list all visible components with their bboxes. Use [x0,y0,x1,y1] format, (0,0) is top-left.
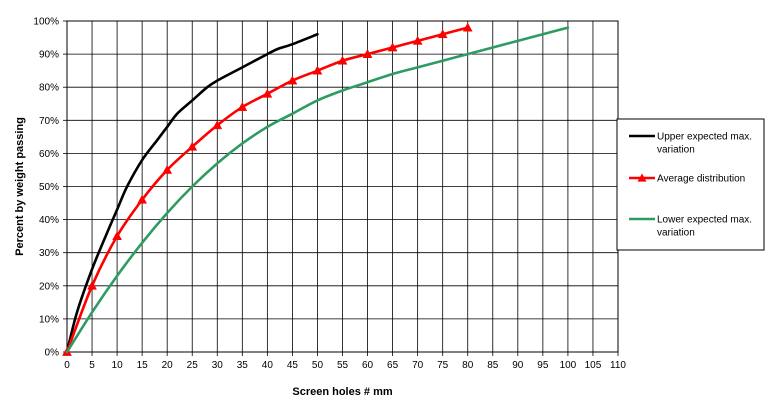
y-tick-label: 20% [39,281,59,292]
x-tick-label: 110 [610,360,626,371]
x-tick-label: 50 [312,360,324,371]
x-tick-label: 80 [462,360,474,371]
x-axis-title: Screen holes # mm [292,386,392,398]
grid [63,20,619,356]
series-marker-2 [112,231,123,240]
series-marker-2 [387,42,398,52]
legend-box [616,118,765,251]
x-tick-label: 20 [162,360,174,371]
legend-marker-2 [637,173,647,182]
series-marker-2 [137,194,148,204]
legend-label-3: Lower expected max. variation [657,215,752,239]
series-marker-2 [287,75,298,85]
x-tick-label: 85 [487,360,499,371]
series-marker-2 [337,55,348,65]
y-tick-label: 40% [39,215,59,226]
series-marker-2 [462,22,473,32]
x-tick-label: 100 [560,360,577,371]
x-tick-label: 105 [585,360,602,371]
y-tick-label: 100% [33,17,59,28]
series-marker-2 [162,164,173,174]
x-tick-label: 95 [537,360,549,371]
series-marker-2 [362,49,373,58]
x-tick-label: 40 [262,360,274,371]
series-line-3 [65,26,570,354]
x-tick-label: 90 [512,360,524,371]
x-tick-label: 0 [64,360,70,371]
series-marker-2 [212,120,223,130]
series-marker-2 [187,141,198,151]
x-tick-label: 70 [412,360,424,371]
x-tick-label: 75 [437,360,449,371]
y-tick-label: 50% [39,182,59,193]
x-tick-label: 25 [187,360,199,371]
x-tick-label: 5 [89,360,95,371]
y-tick-label: 10% [39,314,59,325]
series-marker-2 [312,65,323,75]
y-tick-label: 0% [45,348,60,359]
series-marker-2 [262,88,273,98]
x-tick-label: 15 [137,360,149,371]
x-tick-label: 60 [362,360,374,371]
y-tick-label: 90% [39,50,59,61]
series-marker-2 [87,280,97,290]
y-tick-label: 80% [39,83,59,94]
x-tick-label: 55 [337,360,349,371]
x-tick-label: 30 [212,360,224,371]
legend-label-1: Upper expected max. variation [657,132,752,156]
series-marker-2 [412,35,423,45]
series-group [62,22,570,356]
y-tick-label: 60% [39,149,59,160]
y-axis-title: Percent by weight passing [14,117,26,256]
series-line-1 [65,32,319,354]
y-tick-label: 30% [39,248,59,259]
x-tick-label: 65 [387,360,399,371]
x-tick-label: 10 [112,360,124,371]
x-tick-label: 45 [287,360,299,371]
series-marker-2 [237,102,248,111]
y-tick-label: 70% [39,116,59,127]
x-tick-label: 35 [237,360,249,371]
series-marker-2 [437,29,448,39]
tick-labels: 0 5 10 15 20 25 30 35 40 45 50 55 60 65 70 75 80 85 90 95 10… [33,17,626,372]
legend-label-2: Average distribution [657,174,745,185]
legend: Upper expected max. variation Average dist… [616,118,765,251]
